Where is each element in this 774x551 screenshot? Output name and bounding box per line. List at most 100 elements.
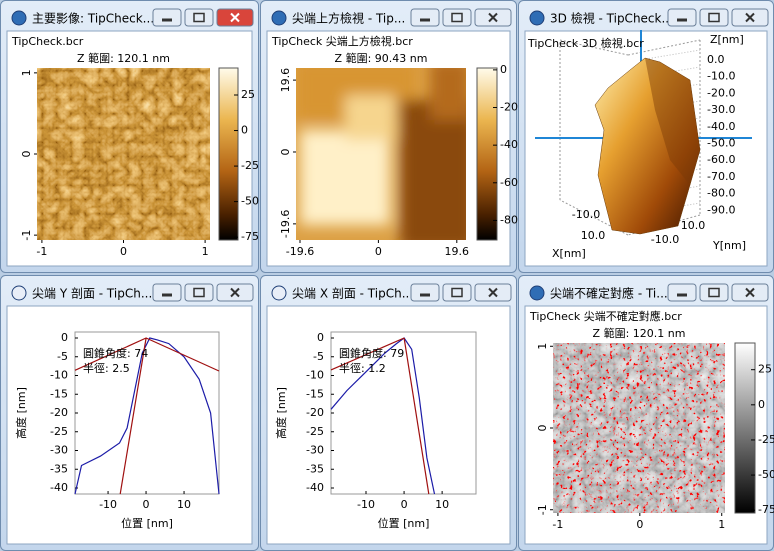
z-tick-label: -60.0 xyxy=(707,153,735,166)
maximize-glyph xyxy=(708,287,720,298)
x-tick-label: 1 xyxy=(202,245,209,258)
file-name: TipCheck 3D 檢視.bcr xyxy=(527,36,644,50)
x-tick-label: 0 xyxy=(120,245,127,258)
y-tick-label: 10.0 xyxy=(681,219,706,232)
y-tick-label: 1 xyxy=(536,343,549,350)
colorbar-label: 0 xyxy=(241,124,248,137)
x-axis-label: X[nm] xyxy=(552,247,586,260)
file-name: TipCheck 尖端不確定對應.bcr xyxy=(529,309,682,323)
x-tick-label: 19.6 xyxy=(445,245,470,258)
colorbar-label: -60 xyxy=(500,176,518,189)
profile-line xyxy=(330,337,405,371)
blob xyxy=(345,95,395,140)
y-tick-label: -15 xyxy=(306,387,324,400)
y-tick-label: -10.0 xyxy=(651,233,679,246)
z-tick-label: -80.0 xyxy=(707,187,735,200)
window-title: 尖端 X 剖面 - TipCh... xyxy=(292,287,413,301)
z-axis-label: Z[nm] xyxy=(710,33,744,46)
y-tick-label: 0 xyxy=(61,331,68,344)
file-name: TipCheck 尖端上方檢視.bcr xyxy=(271,34,413,48)
y-axis-label: Y[nm] xyxy=(712,239,746,252)
x-axis-label: 位置 [nm] xyxy=(378,516,430,530)
minimize-button[interactable] xyxy=(410,283,440,302)
height-image xyxy=(37,68,210,240)
minimize-button[interactable] xyxy=(410,8,440,27)
z-range: Z 範圍: 120.1 nm xyxy=(77,51,170,65)
x-tick-label: 0 xyxy=(375,245,382,258)
y-tick-label: 0 xyxy=(536,425,549,432)
minimize-button[interactable] xyxy=(667,283,697,302)
image-blobs xyxy=(296,68,466,240)
window-title: 3D 檢視 - TipCheck... xyxy=(550,11,673,26)
window-title: 尖端 Y 剖面 - TipCh... xyxy=(32,287,152,301)
x-tick-label: 0 xyxy=(401,498,408,511)
maximize-button[interactable] xyxy=(442,8,472,27)
close-glyph xyxy=(488,287,498,298)
y-tick-label: -35 xyxy=(50,462,68,475)
y-tick-label: -40 xyxy=(306,481,324,494)
window-icon xyxy=(529,10,545,26)
height-image xyxy=(553,343,725,513)
colorbar-label: -20 xyxy=(500,101,518,114)
z-tick-label: -90.0 xyxy=(707,203,735,216)
annotation: 圓錐角度: 79 xyxy=(339,346,404,360)
annotation: 半徑: 2.5 xyxy=(83,361,130,375)
annotation: 半徑: 1.2 xyxy=(339,361,386,375)
z-tick-label: -10.0 xyxy=(707,70,735,83)
blob xyxy=(430,68,466,120)
y-tick-label: -19.6 xyxy=(279,210,292,238)
colorbar-label: 0 xyxy=(758,398,765,411)
y-tick-label: -35 xyxy=(306,462,324,475)
maximize-button[interactable] xyxy=(184,283,214,302)
height-image xyxy=(296,68,466,240)
colorbar-label: -50 xyxy=(241,195,259,208)
window-icon xyxy=(11,285,27,301)
tip-surface xyxy=(594,57,701,235)
y-tick-label: -5 xyxy=(313,350,324,363)
z-tick-label: -70.0 xyxy=(707,170,735,183)
y-tick-label: -20 xyxy=(50,406,68,419)
minimize-button[interactable] xyxy=(152,283,182,302)
colorbar-label: -40 xyxy=(500,138,518,151)
profile-line xyxy=(119,337,147,495)
profile-line xyxy=(74,337,220,495)
window-title: 尖端上方檢視 - Tip... xyxy=(292,11,405,26)
minimize-button[interactable] xyxy=(152,8,182,27)
close-glyph xyxy=(745,12,755,23)
profile-line xyxy=(330,337,436,495)
x-tick-label: 1 xyxy=(718,518,725,531)
colorbar-label: 0 xyxy=(500,63,507,76)
z-tick-label: 0.0 xyxy=(707,53,725,66)
x-tick-label: -1 xyxy=(552,518,563,531)
maximize-button[interactable] xyxy=(442,283,472,302)
close-glyph xyxy=(230,12,240,23)
close-glyph xyxy=(230,287,240,298)
y-tick-label: -1 xyxy=(536,504,549,515)
y-tick-label: -10 xyxy=(50,369,68,382)
x-tick-label: -19.6 xyxy=(286,245,314,258)
close-glyph xyxy=(488,12,498,23)
y-axis-label: 高度 [nm] xyxy=(14,387,28,439)
maximize-button[interactable] xyxy=(699,283,729,302)
wireframe xyxy=(639,49,701,61)
colorbar-label: 25 xyxy=(758,363,772,376)
minimize-glyph xyxy=(420,18,430,22)
maximize-button[interactable] xyxy=(184,8,214,27)
maximize-glyph xyxy=(193,12,205,23)
blob xyxy=(300,130,390,225)
minimize-button[interactable] xyxy=(667,8,697,27)
minimize-glyph xyxy=(162,18,172,22)
colorbar-label: -25 xyxy=(241,159,259,172)
x-tick-label: 10.0 xyxy=(581,229,606,242)
z-tick-label: -20.0 xyxy=(707,86,735,99)
window-icon xyxy=(271,10,287,26)
z-tick-label: -40.0 xyxy=(707,120,735,133)
colorbar-label: -75 xyxy=(241,230,259,243)
minimize-glyph xyxy=(677,18,687,22)
tip-shade xyxy=(645,58,700,185)
minimize-glyph xyxy=(420,293,430,297)
maximize-button[interactable] xyxy=(699,8,729,27)
annotation: 圓錐角度: 74 xyxy=(83,346,148,360)
window-icon xyxy=(11,10,27,26)
y-tick-label: 0 xyxy=(317,331,324,344)
